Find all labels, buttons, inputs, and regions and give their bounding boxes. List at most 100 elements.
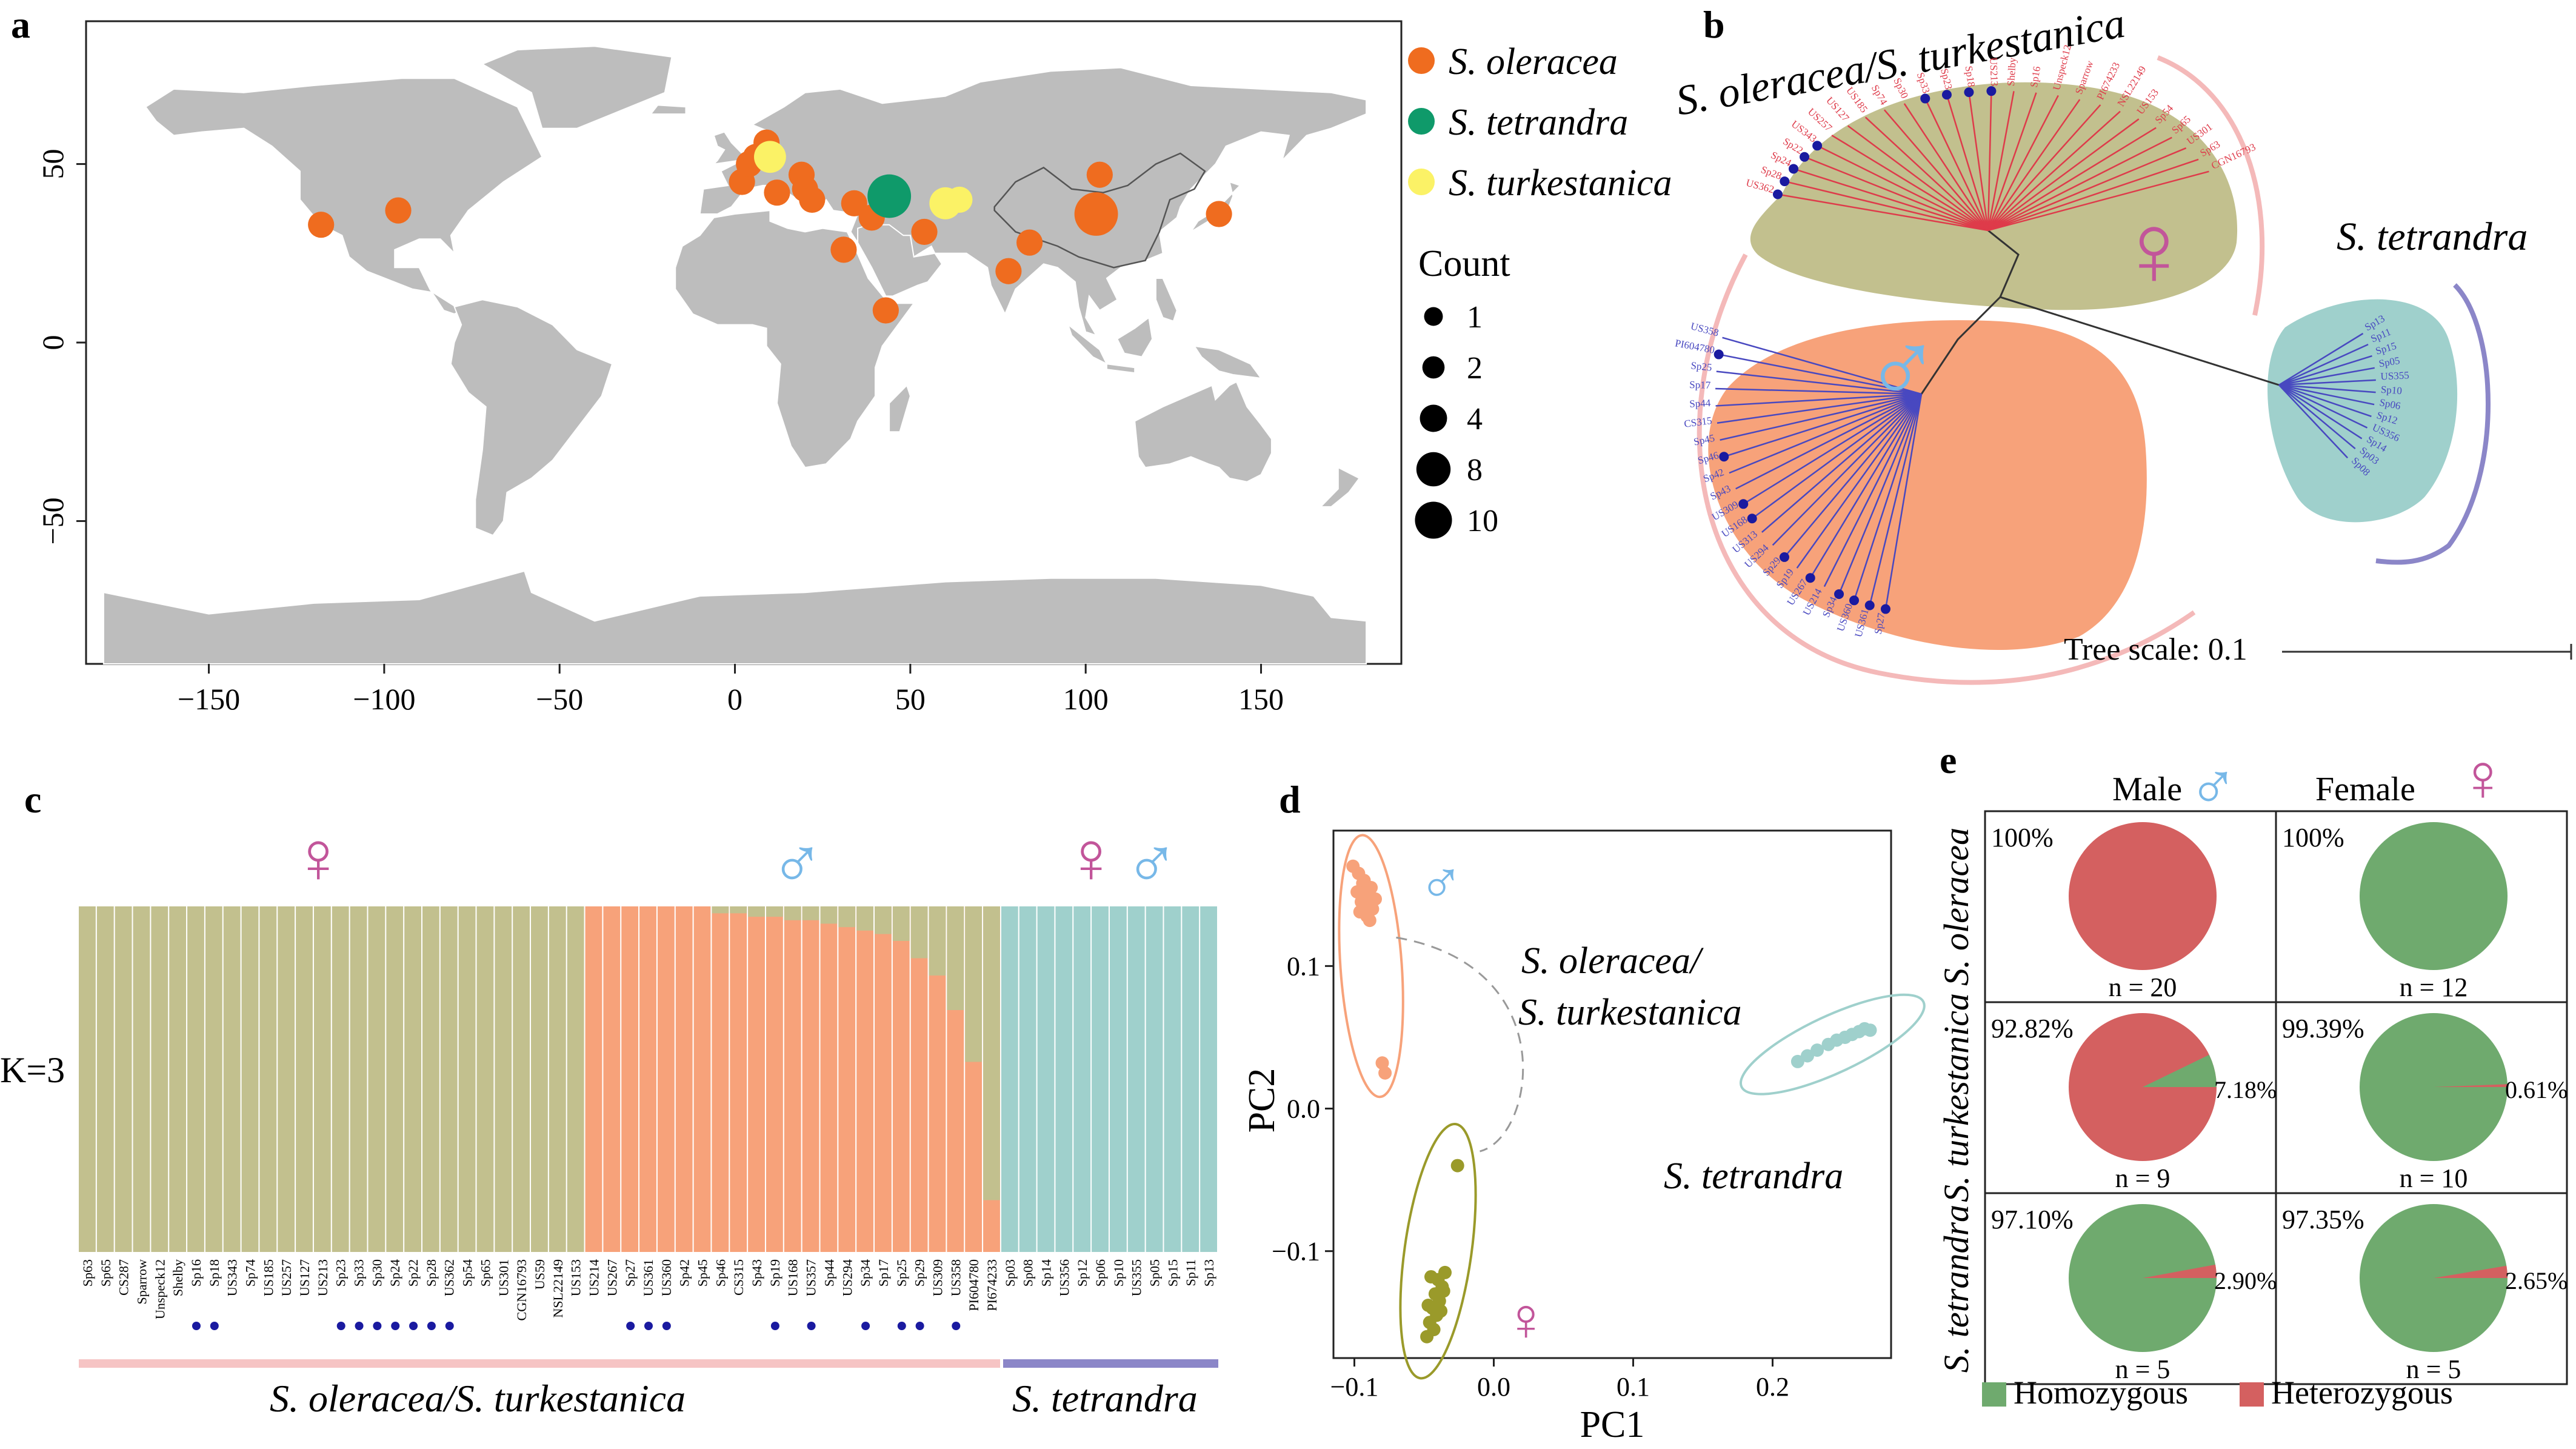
male-branch xyxy=(1823,393,1923,587)
structure-sample-label: CGN16793 xyxy=(514,1259,529,1320)
female-branch xyxy=(1987,95,2059,231)
structure-bar xyxy=(205,906,222,1252)
structure-sample-label: Shelby xyxy=(170,1259,185,1296)
female-branch xyxy=(1987,136,2172,232)
col-label-female: Female xyxy=(2315,771,2415,808)
male-branch xyxy=(1838,393,1923,595)
structure-bar xyxy=(875,906,892,1252)
structure-sample-dot xyxy=(445,1322,454,1330)
male-tip-dot xyxy=(1747,514,1757,524)
structure-bar xyxy=(332,906,349,1252)
structure-sample-dot xyxy=(626,1322,635,1330)
structure-sample-label: Sp17 xyxy=(876,1259,891,1287)
map-xtick-label: −100 xyxy=(353,682,415,716)
pca-annot-3: S. tetrandra xyxy=(1664,1156,1843,1197)
structure-bar xyxy=(856,906,874,1252)
map-xtick-label: 150 xyxy=(1238,682,1284,716)
group1-bar xyxy=(79,1359,1000,1368)
tetrandra-branch xyxy=(2278,384,2372,417)
structure-bar xyxy=(79,906,96,1252)
structure-bar xyxy=(802,906,819,1252)
structure-bar xyxy=(1073,906,1091,1252)
pca-xtick-label: 0.2 xyxy=(1756,1372,1789,1402)
pie-n-label: n = 9 xyxy=(2115,1163,2171,1193)
structure-sample-label: Sp08 xyxy=(1021,1259,1036,1287)
pie-row-label: S. oleracea xyxy=(1937,828,1976,986)
structure-sample-label: Sp63 xyxy=(80,1259,95,1287)
structure-bar-admix xyxy=(838,906,856,928)
pie-main-label: 92.82% xyxy=(1991,1014,2074,1043)
pca-point xyxy=(1369,892,1382,906)
structure-bar xyxy=(422,906,439,1252)
male-branch xyxy=(1751,393,1922,520)
structure-sample-dot xyxy=(952,1322,961,1330)
legend-dot-turkestanica xyxy=(1408,169,1435,195)
pie-main-label: 99.39% xyxy=(2282,1014,2364,1043)
map-points xyxy=(308,129,1232,324)
structure-bar xyxy=(693,906,711,1252)
female-symbol-c: ♀ xyxy=(291,817,345,898)
land-sumatra xyxy=(1067,323,1109,366)
structure-sample-label: Sp33 xyxy=(352,1259,367,1287)
structure-sample-label: Sp06 xyxy=(1093,1259,1108,1287)
structure-sample-dot xyxy=(897,1322,906,1330)
pca-point xyxy=(1450,1159,1464,1173)
female-tip-dot xyxy=(1812,141,1823,151)
structure-sample-label: Sp16 xyxy=(189,1259,204,1287)
structure-sample-label: US257 xyxy=(279,1259,294,1296)
map-point-turkestanica xyxy=(754,141,786,173)
male-branch xyxy=(1735,393,1922,490)
female-tip: US213 xyxy=(1987,57,2000,86)
pie-main-label: 100% xyxy=(1991,823,2054,852)
pca-point xyxy=(1863,1023,1877,1037)
pca-point xyxy=(1801,1049,1814,1063)
map-point-oleracea xyxy=(385,197,412,224)
structure-sample-label: Unspeck12 xyxy=(152,1259,167,1319)
structure-bar xyxy=(585,906,602,1252)
structure-bar xyxy=(513,906,530,1252)
structure-sample-label: Sp18 xyxy=(207,1259,222,1287)
size-legend-dot xyxy=(1416,452,1451,487)
structure-bar-admix xyxy=(910,906,928,959)
male-branch xyxy=(1772,393,1922,546)
legend-het-label: Heterozygous xyxy=(2271,1374,2453,1411)
female-symbol-tree: ♀ xyxy=(2115,193,2193,307)
female-branch xyxy=(1793,168,1989,232)
tetrandra-branch xyxy=(2278,343,2369,386)
group2-label: S. tetrandra xyxy=(1012,1377,1198,1420)
male-symbol-c2: ♂ xyxy=(1124,823,1179,904)
structure-sample-label: Sp11 xyxy=(1183,1259,1198,1286)
structure-bar xyxy=(169,906,187,1252)
map-xtick-label: 0 xyxy=(727,682,742,716)
structure-bar xyxy=(495,906,512,1252)
panel-b: b S. oleracea/S. turkestanica S. tetrand… xyxy=(1672,0,2572,685)
structure-bar xyxy=(241,906,259,1252)
pca-ytick-label: 0.0 xyxy=(1287,1094,1320,1124)
tetrandra-ellipse xyxy=(1740,993,1926,1096)
male-symbol-c: ♂ xyxy=(770,823,824,904)
map-point-oleracea xyxy=(1016,229,1043,256)
structure-sample-label: Sp23 xyxy=(333,1259,349,1287)
panel-c: c K=3 Sp63 Sp65 CS287 Sparrow Unspeck12 Shelb… xyxy=(0,778,1218,1420)
structure-bar xyxy=(1182,906,1200,1252)
group1-label: S. oleracea/S. turkestanica xyxy=(270,1377,686,1420)
land-philippines xyxy=(1155,278,1178,322)
female-symbol-e: ♀ xyxy=(2458,741,2508,815)
land-africa xyxy=(675,209,915,469)
pca-point xyxy=(1364,881,1378,895)
female-branch xyxy=(1987,170,2209,232)
structure-sample-label: Sp46 xyxy=(713,1259,728,1287)
structure-sample-label: Sp43 xyxy=(749,1259,764,1287)
male-branch xyxy=(1717,393,1922,424)
structure-sample-label: US127 xyxy=(297,1259,312,1296)
structure-sample-label: US343 xyxy=(225,1259,240,1296)
structure-sample-dot xyxy=(210,1322,219,1330)
structure-sample-label: US294 xyxy=(839,1259,855,1296)
structure-sample-label: Sp54 xyxy=(460,1259,475,1287)
pca-xtick-label: 0.1 xyxy=(1617,1372,1650,1402)
structure-bar xyxy=(639,906,656,1252)
pie-slice-het xyxy=(2434,1084,2508,1087)
map-point-oleracea xyxy=(308,212,335,238)
male-branch xyxy=(1761,393,1922,533)
structure-bar xyxy=(440,906,458,1252)
